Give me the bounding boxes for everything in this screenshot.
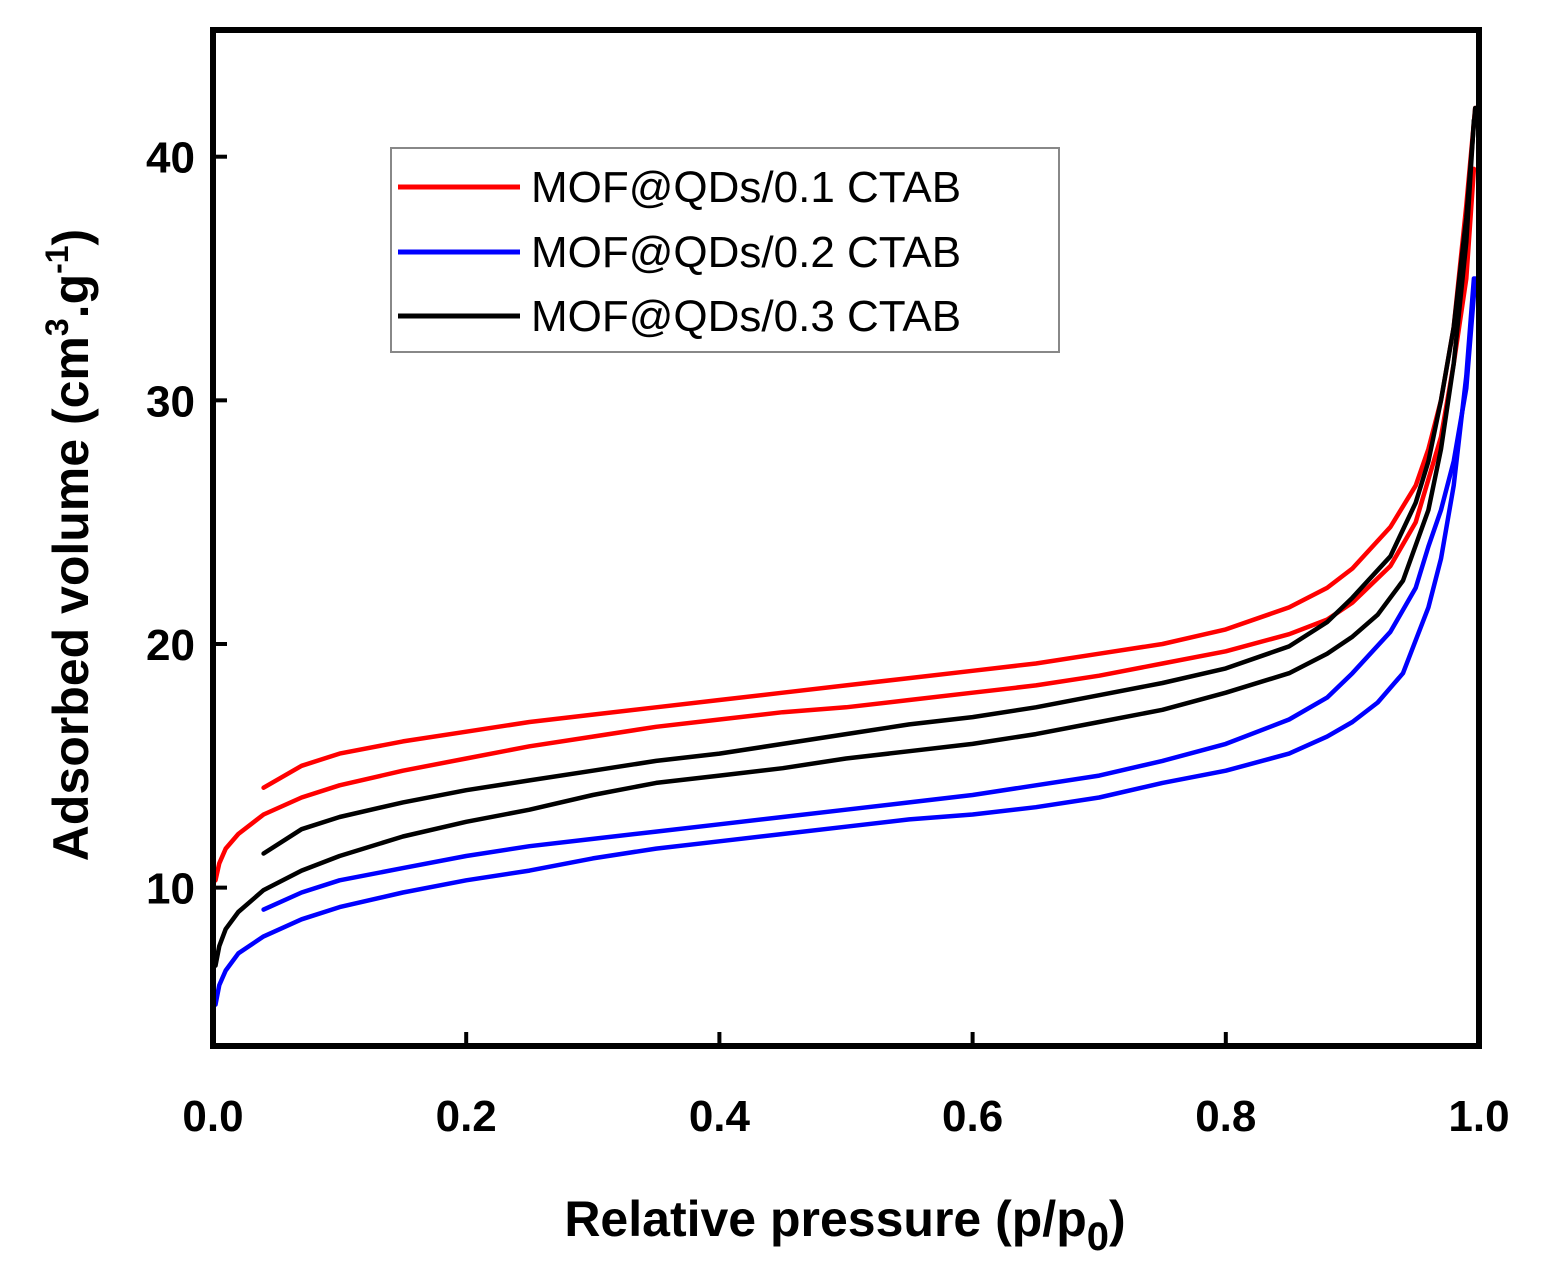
y-tick-label-3: 40: [146, 134, 195, 183]
legend: MOF@QDs/0.1 CTAB MOF@QDs/0.2 CTAB MOF@QD…: [390, 147, 1060, 353]
x-tick-label-4: 0.8: [1195, 1092, 1256, 1141]
series-1-desorption-line: [261, 276, 1478, 912]
x-tick-label-0: 0.0: [182, 1092, 243, 1141]
series-2-desorption-line: [261, 105, 1478, 856]
x-tick-label-5: 1.0: [1448, 1092, 1509, 1141]
y-axis-title-mid: .g: [43, 274, 99, 318]
y-axis-title: Adsorbed volume (cm3.g-1): [39, 229, 99, 861]
x-axis-title: Relative pressure (p/p0): [564, 1191, 1125, 1259]
y-axis-title-sup1: 3: [39, 318, 75, 336]
y-axis-title-sup2: -1: [39, 245, 75, 273]
x-axis-title-sub: 0: [1087, 1215, 1109, 1259]
x-axis-title-main: Relative pressure (p/p: [564, 1191, 1086, 1247]
y-tick-label-2: 30: [146, 377, 195, 426]
plot-frame: [210, 27, 1482, 1049]
legend-label-0: MOF@QDs/0.1 CTAB: [531, 163, 961, 212]
x-tick-label-1: 0.2: [436, 1092, 497, 1141]
y-axis-title-close: ): [43, 229, 99, 246]
x-axis-ticks: 0.0 0.2 0.4 0.6 0.8 1.0: [182, 1032, 1510, 1141]
legend-label-2: MOF@QDs/0.3 CTAB: [531, 292, 961, 341]
legend-label-1: MOF@QDs/0.2 CTAB: [531, 228, 961, 277]
y-tick-label-0: 10: [146, 865, 195, 914]
series-2-adsorption-line: [213, 117, 1477, 968]
x-tick-label-2: 0.4: [689, 1092, 751, 1141]
x-axis-title-close: ): [1109, 1191, 1126, 1247]
series-1-adsorption-line: [213, 276, 1477, 1007]
y-axis-ticks: 10 20 30 40: [146, 134, 227, 914]
series-0-desorption-line: [261, 105, 1478, 790]
series-0-adsorption-line: [213, 166, 1477, 883]
series-layer: [213, 105, 1478, 1007]
y-axis-title-main: Adsorbed volume (cm: [43, 336, 99, 861]
x-tick-label-3: 0.6: [942, 1092, 1003, 1141]
y-tick-label-1: 20: [146, 621, 195, 670]
